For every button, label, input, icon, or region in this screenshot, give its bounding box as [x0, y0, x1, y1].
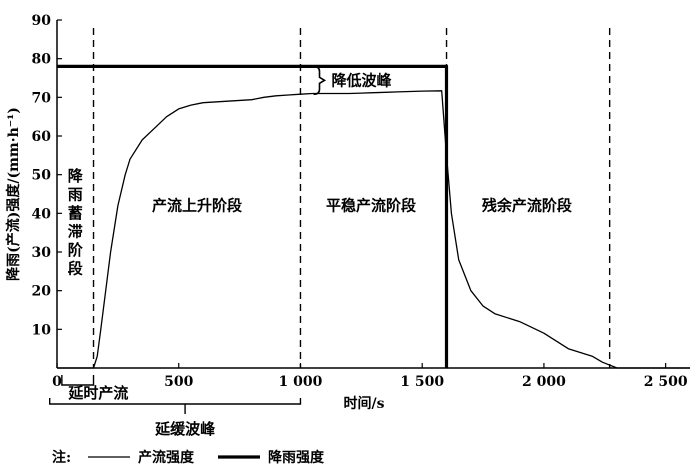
- y-tick-label: 10: [32, 322, 52, 338]
- legend-prefix: 注:: [52, 449, 71, 466]
- y-tick-label: 30: [32, 245, 52, 261]
- x-tick-label: 500: [164, 374, 193, 390]
- y-tick-label: 20: [32, 284, 52, 300]
- phase-label: 残余产流阶段: [482, 197, 572, 215]
- y-tick-label: 50: [32, 168, 52, 184]
- y-tick-label: 80: [32, 52, 52, 68]
- x-axis-title: 时间/s: [344, 395, 385, 412]
- delayed-peak-bracket: [48, 398, 302, 405]
- labels: 降雨蓄滞阶段 产流上升阶段 平稳产流阶段 残余产流阶段: [68, 167, 572, 277]
- series-line: [57, 90, 690, 369]
- y-tick-label: 40: [32, 206, 52, 222]
- axes: 10 20 30 40 50 60 70 80 90 0 500 1 000 1 500 2 000 2 5…: [5, 13, 690, 412]
- peak-reduction-label: 降低波峰: [332, 71, 393, 89]
- x-tick-label: 2 000: [522, 374, 566, 390]
- y-tick-label: 60: [32, 129, 52, 145]
- legend-label: 降雨强度: [268, 449, 325, 466]
- phase-label: 降雨蓄滞阶段: [68, 167, 84, 277]
- legend: 注: 产流强度 降雨强度: [52, 449, 325, 466]
- delayed-peak-label: 延缓波峰: [154, 420, 216, 438]
- phase-label: 平稳产流阶段: [326, 197, 416, 215]
- series-line: [57, 64, 449, 368]
- x-tick-label: 0: [52, 374, 62, 390]
- series-group: [57, 64, 690, 369]
- y-tick-label: 90: [32, 13, 52, 29]
- y-axis-title: 降雨(产流)强度/(mm·h⁻¹): [5, 107, 22, 281]
- peak-reduction-brace: [313, 65, 327, 96]
- delayed-flow-label: 延时产流: [67, 384, 128, 402]
- y-tick-label: 70: [32, 90, 52, 106]
- delayed-flow-bracket: [61, 375, 95, 386]
- phase-label: 产流上升阶段: [152, 197, 242, 215]
- legend-label: 产流强度: [138, 449, 195, 466]
- x-tick-label: 1 000: [279, 374, 323, 390]
- x-tick-label: 2 500: [644, 374, 688, 390]
- x-tick-label: 1 500: [400, 374, 444, 390]
